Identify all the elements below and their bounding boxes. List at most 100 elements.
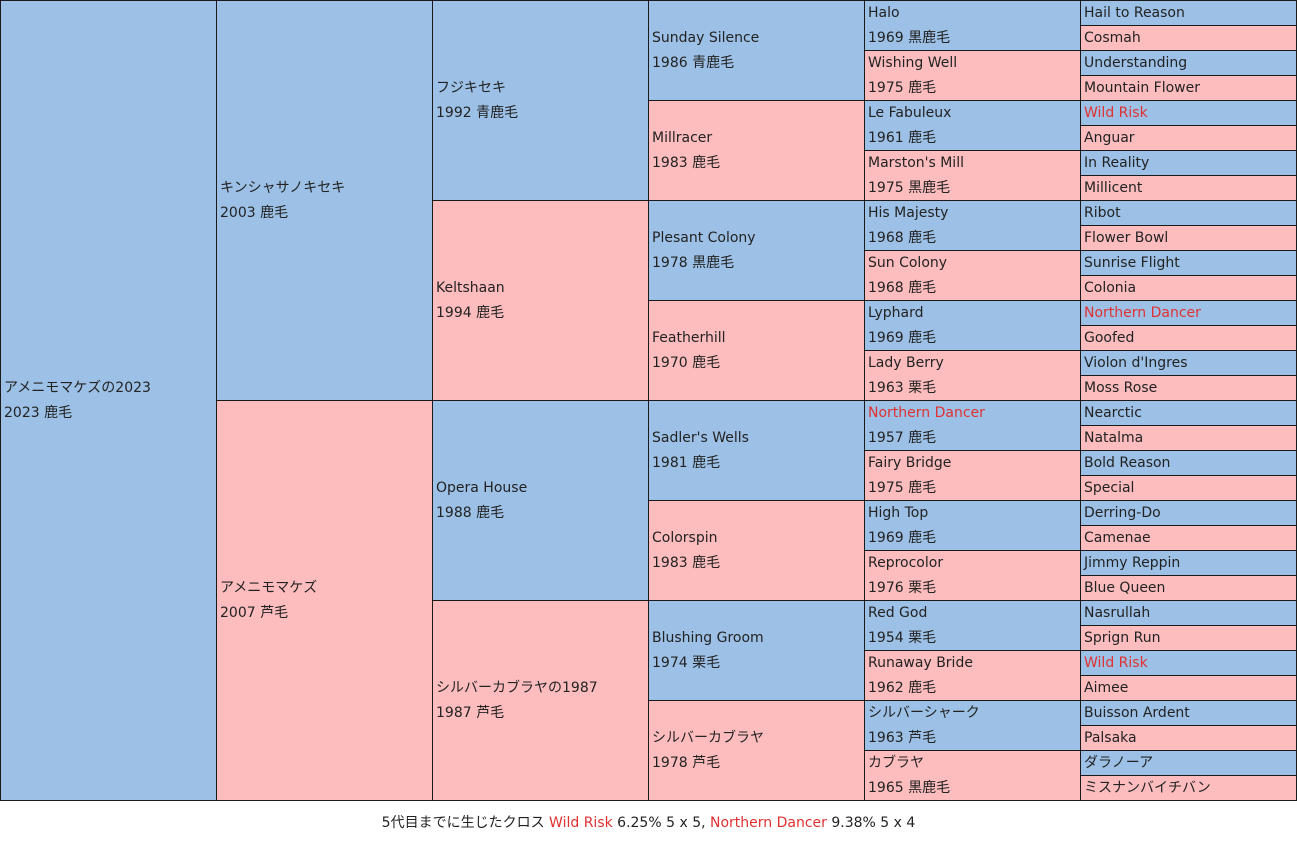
gen5-horse-cell[interactable]: Buisson Ardent [1080,700,1297,726]
gen4-horse-cell[interactable]: Halo 1969 黒鹿毛 [864,0,1081,51]
horse-name[interactable]: Goofed [1084,330,1135,346]
gen5-horse-cell[interactable]: Mountain Flower [1080,75,1297,101]
gen5-horse-cell[interactable]: Sunrise Flight [1080,250,1297,276]
horse-name[interactable]: シルバーシャーク [868,704,980,721]
horse-name[interactable]: Sunrise Flight [1084,255,1180,271]
gen5-horse-cell[interactable]: Colonia [1080,275,1297,301]
horse-name[interactable]: Sunday Silence [652,29,760,46]
gen3-horse-cell[interactable]: シルバーカブラヤ 1978 芦毛 [648,700,865,801]
horse-name[interactable]: Buisson Ardent [1084,705,1190,721]
gen5-horse-cell[interactable]: Anguar [1080,125,1297,151]
horse-name[interactable]: Le Fabuleux [868,104,952,121]
horse-name[interactable]: Camenae [1084,530,1151,546]
gen3-horse-cell[interactable]: Sadler's Wells 1981 鹿毛 [648,400,865,501]
horse-name[interactable]: Millracer [652,129,713,146]
horse-name[interactable]: High Top [868,504,929,521]
gen5-horse-cell[interactable]: Ribot [1080,200,1297,226]
horse-name[interactable]: Millicent [1084,180,1143,196]
horse-name[interactable]: Reprocolor [868,554,944,571]
gen4-horse-cell[interactable]: His Majesty 1968 鹿毛 [864,200,1081,251]
gen4-horse-cell[interactable]: Northern Dancer 1957 鹿毛 [864,400,1081,451]
gen4-horse-cell[interactable]: Lady Berry 1963 栗毛 [864,350,1081,401]
gen5-horse-cell[interactable]: Derring-Do [1080,500,1297,526]
horse-name[interactable]: Wishing Well [868,54,958,71]
horse-name[interactable]: アメニモマケズの2023 [4,379,151,396]
gen5-horse-cell[interactable]: ミスナンバイチバン [1080,775,1297,801]
horse-name[interactable]: Red God [868,604,928,621]
horse-name[interactable]: In Reality [1084,155,1150,171]
horse-name[interactable]: Nearctic [1084,405,1142,421]
gen5-horse-cell[interactable]: Palsaka [1080,725,1297,751]
horse-name[interactable]: Northern Dancer [1084,305,1201,321]
gen2-horse-cell[interactable]: シルバーカブラヤの1987 1987 芦毛 [432,600,649,801]
horse-name[interactable]: フジキセキ [436,79,506,96]
horse-name[interactable]: Blushing Groom [652,629,764,646]
subject-horse-cell[interactable]: アメニモマケズの2023 2023 鹿毛 [0,0,217,801]
gen5-horse-cell[interactable]: Sprign Run [1080,625,1297,651]
gen5-horse-cell[interactable]: In Reality [1080,150,1297,176]
gen5-horse-cell[interactable]: Moss Rose [1080,375,1297,401]
horse-name[interactable]: Jimmy Reppin [1084,555,1181,571]
gen4-horse-cell[interactable]: Runaway Bride 1962 鹿毛 [864,650,1081,701]
gen4-horse-cell[interactable]: High Top 1969 鹿毛 [864,500,1081,551]
gen5-horse-cell[interactable]: Camenae [1080,525,1297,551]
gen3-horse-cell[interactable]: Millracer 1983 鹿毛 [648,100,865,201]
horse-name[interactable]: Ribot [1084,205,1121,221]
gen4-horse-cell[interactable]: Reprocolor 1976 栗毛 [864,550,1081,601]
horse-name[interactable]: Nasrullah [1084,605,1151,621]
gen1-horse-cell[interactable]: アメニモマケズ 2007 芦毛 [216,400,433,801]
horse-name[interactable]: アメニモマケズ [220,579,318,596]
horse-name[interactable]: Sun Colony [868,254,948,271]
horse-name[interactable]: Keltshaan [436,279,505,296]
horse-name[interactable]: Wild Risk [1084,655,1148,671]
gen1-horse-cell[interactable]: キンシャサノキセキ 2003 鹿毛 [216,0,433,401]
horse-name[interactable]: Wild Risk [1084,105,1148,121]
gen5-horse-cell[interactable]: Millicent [1080,175,1297,201]
gen5-horse-cell[interactable]: Jimmy Reppin [1080,550,1297,576]
horse-name[interactable]: Bold Reason [1084,455,1171,471]
gen4-horse-cell[interactable]: Lyphard 1969 鹿毛 [864,300,1081,351]
gen3-horse-cell[interactable]: Featherhill 1970 鹿毛 [648,300,865,401]
gen3-horse-cell[interactable]: Blushing Groom 1974 栗毛 [648,600,865,701]
gen4-horse-cell[interactable]: シルバーシャーク 1963 芦毛 [864,700,1081,751]
horse-name[interactable]: Derring-Do [1084,505,1161,521]
horse-name[interactable]: Mountain Flower [1084,80,1200,96]
gen3-horse-cell[interactable]: Plesant Colony 1978 黒鹿毛 [648,200,865,301]
horse-name[interactable]: Colorspin [652,529,718,546]
horse-name[interactable]: Lyphard [868,304,924,321]
gen5-horse-cell[interactable]: Bold Reason [1080,450,1297,476]
gen2-horse-cell[interactable]: Keltshaan 1994 鹿毛 [432,200,649,401]
gen4-horse-cell[interactable]: Fairy Bridge 1975 鹿毛 [864,450,1081,501]
horse-name[interactable]: Sadler's Wells [652,429,749,446]
horse-name[interactable]: Sprign Run [1084,630,1161,646]
horse-name[interactable]: Northern Dancer [868,404,985,421]
horse-name[interactable]: Violon d'Ingres [1084,355,1188,371]
gen4-horse-cell[interactable]: Red God 1954 栗毛 [864,600,1081,651]
horse-name[interactable]: Fairy Bridge [868,454,952,471]
gen5-horse-cell[interactable]: Wild Risk [1080,100,1297,126]
gen3-horse-cell[interactable]: Colorspin 1983 鹿毛 [648,500,865,601]
gen5-horse-cell[interactable]: Violon d'Ingres [1080,350,1297,376]
horse-name[interactable]: Colonia [1084,280,1137,296]
gen4-horse-cell[interactable]: Le Fabuleux 1961 鹿毛 [864,100,1081,151]
gen2-horse-cell[interactable]: Opera House 1988 鹿毛 [432,400,649,601]
horse-name[interactable]: Opera House [436,479,528,496]
horse-name[interactable]: ダラノーア [1084,755,1154,771]
gen5-horse-cell[interactable]: Aimee [1080,675,1297,701]
gen5-horse-cell[interactable]: Natalma [1080,425,1297,451]
horse-name[interactable]: Halo [868,4,900,21]
horse-name[interactable]: Anguar [1084,130,1135,146]
gen5-horse-cell[interactable]: Wild Risk [1080,650,1297,676]
horse-name[interactable]: カブラヤ [868,754,924,771]
horse-name[interactable]: シルバーカブラヤの1987 [436,679,598,696]
gen5-horse-cell[interactable]: Cosmah [1080,25,1297,51]
gen5-horse-cell[interactable]: Special [1080,475,1297,501]
gen5-horse-cell[interactable]: Understanding [1080,50,1297,76]
horse-name[interactable]: His Majesty [868,204,949,221]
gen5-horse-cell[interactable]: Nearctic [1080,400,1297,426]
gen5-horse-cell[interactable]: Flower Bowl [1080,225,1297,251]
horse-name[interactable]: Flower Bowl [1084,230,1169,246]
gen4-horse-cell[interactable]: Wishing Well 1975 鹿毛 [864,50,1081,101]
horse-name[interactable]: Hail to Reason [1084,5,1185,21]
horse-name[interactable]: Understanding [1084,55,1188,71]
